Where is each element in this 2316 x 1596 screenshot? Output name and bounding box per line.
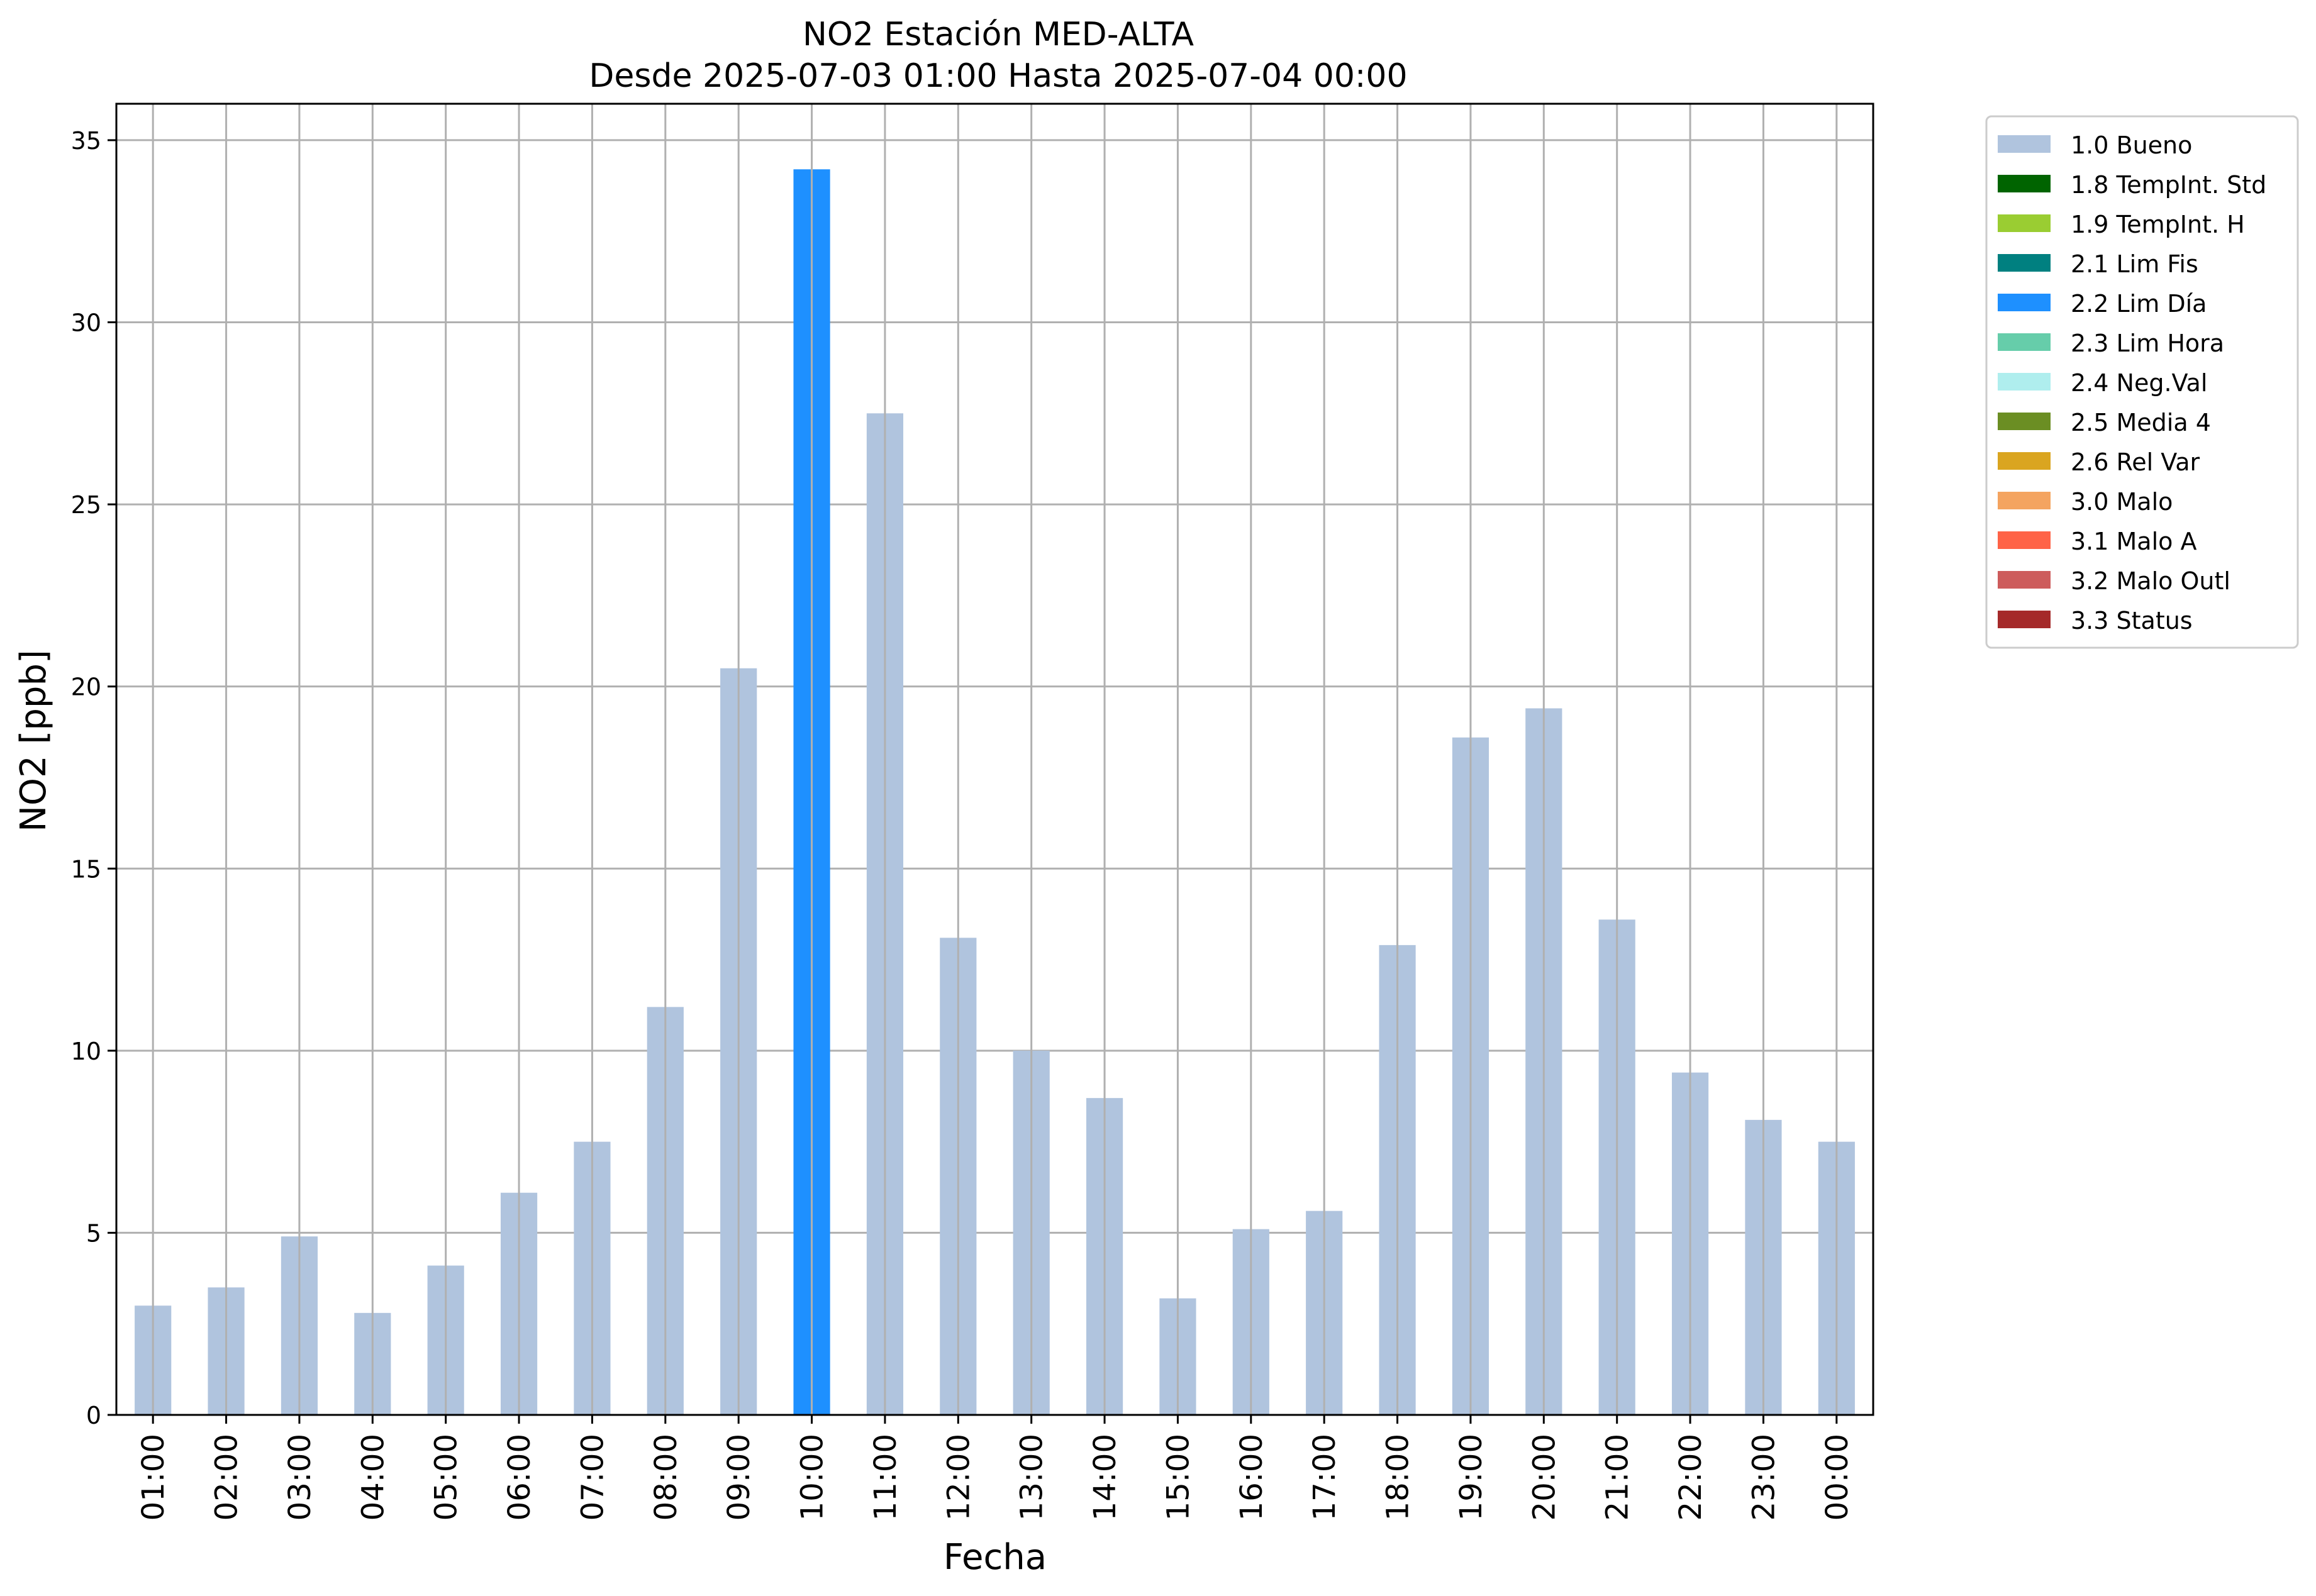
x-axis-label: Fecha	[944, 1537, 1047, 1578]
y-tick-label: 10	[71, 1038, 101, 1065]
x-tick-label: 05:00	[429, 1434, 464, 1521]
legend-swatch	[1998, 294, 2051, 311]
legend-box	[1985, 115, 2299, 649]
x-tick-label: 17:00	[1307, 1434, 1342, 1521]
y-tick-label: 0	[86, 1402, 101, 1429]
legend-label: 2.4 Neg.Val	[2071, 369, 2207, 397]
legend-swatch	[1998, 611, 2051, 628]
vertical-grid-lines	[152, 104, 1838, 1415]
y-axis-ticks: 0 5 10 15 20 25 30 35	[71, 127, 116, 1429]
legend-swatch	[1998, 333, 2051, 351]
y-tick-label: 25	[71, 491, 101, 519]
legend-swatch	[1998, 214, 2051, 232]
legend-label: 3.3 Status	[2071, 607, 2193, 635]
x-tick-label: 16:00	[1234, 1434, 1269, 1521]
y-tick-label: 20	[71, 673, 101, 701]
legend-swatch	[1998, 254, 2051, 272]
legend-swatch	[1998, 373, 2051, 391]
legend-label: 1.0 Bueno	[2071, 131, 2192, 159]
x-tick-label: 07:00	[575, 1434, 610, 1521]
x-tick-label: 11:00	[868, 1434, 903, 1521]
legend-swatch	[1998, 175, 2051, 192]
legend-label: 2.2 Lim Día	[2071, 290, 2207, 318]
x-tick-label: 03:00	[282, 1434, 318, 1521]
chart-title: NO2 Estación MED-ALTA	[803, 16, 1194, 53]
legend-label: 3.2 Malo Outl	[2071, 567, 2230, 595]
x-tick-label: 21:00	[1600, 1434, 1635, 1521]
x-tick-label: 12:00	[941, 1434, 976, 1521]
x-tick-label: 14:00	[1088, 1434, 1123, 1521]
y-tick-label: 35	[71, 127, 101, 155]
x-tick-label: 20:00	[1527, 1434, 1562, 1521]
legend-label: 2.5 Media 4	[2071, 409, 2211, 436]
legend-swatch	[1998, 413, 2051, 430]
x-tick-label: 01:00	[136, 1434, 171, 1521]
legend-label: 1.8 TempInt. Std	[2071, 171, 2266, 199]
chart-subtitle: Desde 2025-07-03 01:00 Hasta 2025-07-04 …	[589, 57, 1407, 95]
legend-swatch	[1998, 531, 2051, 549]
legend-label: 1.9 TempInt. H	[2071, 211, 2245, 238]
x-tick-label: 22:00	[1673, 1434, 1708, 1521]
x-tick-label: 08:00	[649, 1434, 684, 1521]
legend-label: 3.0 Malo	[2071, 488, 2173, 516]
x-tick-label: 06:00	[502, 1434, 537, 1521]
y-axis-label: NO2 [ppb]	[13, 650, 54, 832]
y-tick-label: 5	[86, 1219, 101, 1247]
legend-swatch	[1998, 571, 2051, 589]
x-tick-label: 09:00	[721, 1434, 757, 1521]
legend-swatch	[1998, 492, 2051, 509]
x-tick-label: 13:00	[1015, 1434, 1050, 1521]
legend: 1.0 Bueno 1.8 TempInt. Std 1.9 TempInt. H 2…	[1985, 115, 2299, 649]
x-tick-label: 23:00	[1746, 1434, 1781, 1521]
plot-area-frame	[115, 103, 1874, 1416]
legend-label: 2.1 Lim Fis	[2071, 250, 2198, 278]
x-tick-label: 15:00	[1161, 1434, 1196, 1521]
legend-swatch	[1998, 135, 2051, 153]
x-tick-label: 04:00	[355, 1434, 391, 1521]
legend-label: 2.6 Rel Var	[2071, 448, 2200, 476]
legend-swatch	[1998, 452, 2051, 470]
x-tick-label: 18:00	[1381, 1434, 1416, 1521]
y-tick-label: 30	[71, 309, 101, 337]
x-tick-label: 00:00	[1820, 1434, 1855, 1521]
x-tick-label: 19:00	[1454, 1434, 1489, 1521]
x-tick-label: 02:00	[209, 1434, 245, 1521]
x-axis-ticks: 01:00 02:00 03:00 04:00 05:00 06:00 07:00 08:00…	[136, 1415, 1855, 1521]
x-tick-label: 10:00	[795, 1434, 830, 1521]
legend-label: 3.1 Malo A	[2071, 528, 2196, 555]
bars	[135, 169, 1855, 1415]
legend-label: 2.3 Lim Hora	[2071, 330, 2224, 357]
y-tick-label: 15	[71, 855, 101, 883]
grid-lines	[116, 139, 1873, 1416]
